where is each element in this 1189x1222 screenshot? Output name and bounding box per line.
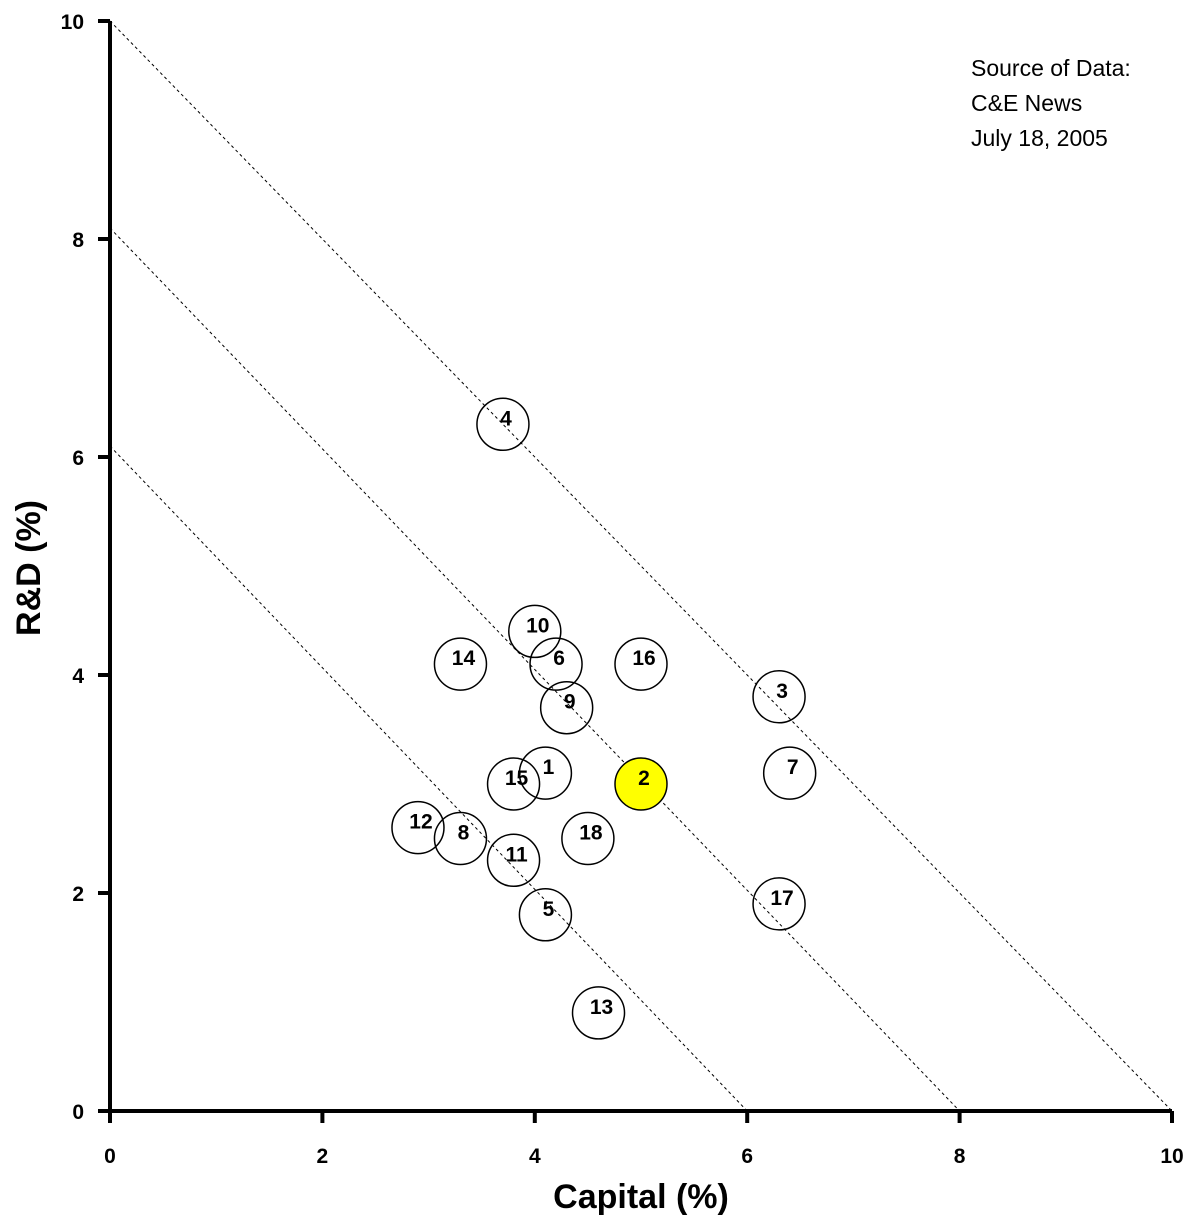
point-marker [518, 888, 573, 942]
data-point-16: 16 [614, 637, 668, 691]
point-marker [571, 986, 626, 1040]
point-marker [433, 637, 488, 691]
reference-lines [109, 20, 1173, 1112]
point-label: 15 [505, 767, 529, 790]
point-label: 12 [409, 811, 432, 834]
point-marker [762, 746, 817, 800]
source-annotation-line-2: C&E News [971, 90, 1082, 116]
reference-line-1 [109, 20, 1173, 1112]
data-point-4: 4 [476, 397, 530, 452]
x-tick-label: 2 [317, 1145, 329, 1168]
data-point-17: 17 [752, 877, 806, 931]
point-marker [752, 877, 806, 931]
data-point-9: 9 [539, 680, 594, 735]
point-marker [614, 637, 668, 691]
point-marker [486, 833, 541, 888]
data-point-13: 13 [571, 986, 626, 1040]
point-marker [518, 746, 573, 800]
point-marker [391, 800, 445, 855]
x-tick-label: 0 [104, 1145, 116, 1168]
point-label: 16 [632, 647, 655, 670]
data-point-15: 15 [486, 757, 541, 811]
y-tick-label: 4 [72, 665, 84, 688]
y-tick-label: 2 [72, 883, 84, 906]
point-label: 11 [505, 843, 528, 866]
x-axis-ticks: 0 2 4 6 8 10 [104, 1111, 1184, 1168]
y-axis-title: R&D (%) [10, 500, 48, 636]
point-label: 1 [543, 756, 555, 779]
y-tick-label: 8 [72, 229, 84, 252]
data-point-10: 10 [508, 604, 562, 659]
y-tick-label: 6 [72, 447, 84, 470]
x-tick-label: 4 [529, 1145, 541, 1168]
y-tick-label: 10 [61, 11, 84, 34]
point-marker [614, 757, 668, 811]
data-point-12: 12 [391, 800, 445, 855]
point-label: 6 [553, 647, 565, 670]
point-marker [476, 397, 530, 452]
data-point-11: 11 [486, 833, 541, 888]
data-point-5: 5 [518, 888, 573, 942]
x-axis-title: Capital (%) [553, 1178, 729, 1216]
source-annotation: Source of Data: C&E News July 18, 2005 [971, 55, 1131, 151]
point-marker [752, 670, 806, 724]
point-label: 4 [500, 407, 512, 430]
x-tick-label: 10 [1160, 1145, 1183, 1168]
point-marker [486, 757, 541, 811]
point-label: 18 [579, 822, 603, 845]
point-label: 5 [543, 898, 555, 921]
point-marker [508, 604, 562, 659]
point-label: 8 [458, 822, 470, 845]
y-axis-ticks: 0 2 4 6 8 10 [61, 11, 110, 1124]
x-tick-label: 6 [741, 1145, 753, 1168]
point-label: 13 [590, 996, 613, 1019]
point-label: 3 [776, 680, 788, 703]
point-marker [433, 811, 488, 866]
data-point-3: 3 [752, 670, 806, 724]
source-annotation-line-3: July 18, 2005 [971, 125, 1108, 151]
point-marker [539, 680, 594, 735]
data-point-1: 1 [518, 746, 573, 800]
y-tick-label: 0 [72, 1101, 84, 1124]
point-label: 17 [770, 887, 793, 910]
point-label: 2 [638, 767, 650, 790]
point-label: 7 [787, 756, 799, 779]
point-label: 10 [526, 614, 549, 637]
source-annotation-line-1: Source of Data: [971, 55, 1131, 81]
data-point-8: 8 [433, 811, 488, 866]
axes [108, 21, 1172, 1113]
x-tick-label: 8 [954, 1145, 966, 1168]
data-point-7: 7 [762, 746, 817, 800]
point-marker [561, 811, 615, 866]
point-marker [529, 637, 583, 691]
reference-line-2 [109, 227, 960, 1112]
data-point-14: 14 [433, 637, 488, 691]
data-point-6: 6 [529, 637, 583, 691]
data-point-18: 18 [561, 811, 615, 866]
point-label: 9 [564, 691, 576, 714]
data-point-2: 2 [614, 757, 668, 811]
point-label: 14 [452, 647, 476, 670]
